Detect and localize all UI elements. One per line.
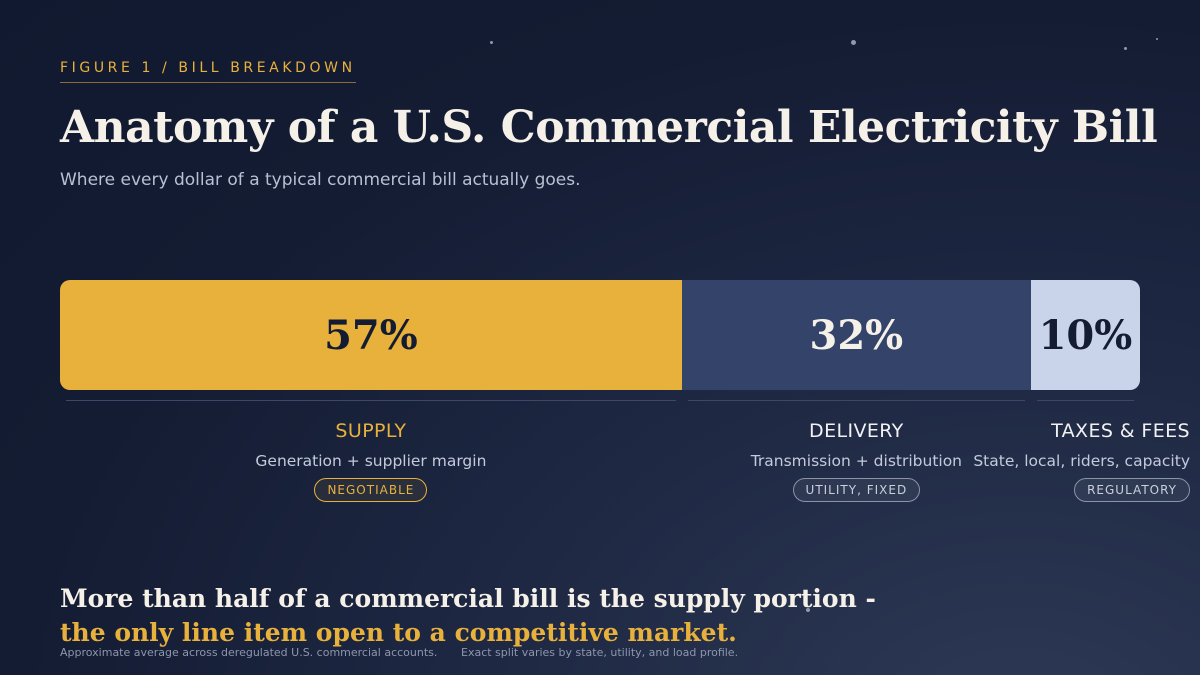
star-dot (806, 608, 810, 612)
category-supply: SUPPLY Generation + supplier margin NEGOTI… (221, 420, 521, 502)
category-description-taxes-fees: State, local, riders, capacity (973, 452, 1190, 470)
value-label-supply: 57% (324, 311, 418, 359)
category-name-supply: SUPPLY (335, 420, 407, 442)
star-dot (1124, 47, 1127, 50)
category-tag-supply: NEGOTIABLE (314, 478, 428, 502)
category-description-supply: Generation + supplier margin (255, 452, 487, 470)
value-label-delivery: 32% (809, 311, 904, 359)
chart-subtitle: Where every dollar of a typical commerci… (60, 170, 581, 190)
value-label-taxes-fees: 10% (1038, 311, 1133, 359)
bar-segment-taxes-fees: 10% (1030, 280, 1140, 390)
footnote-2: Exact split varies by state, utility, an… (461, 646, 739, 659)
segment-rule-delivery (687, 400, 1025, 401)
star-dot (490, 41, 493, 44)
category-tag-taxes-fees: REGULATORY (1074, 478, 1190, 502)
category-name-taxes-fees: TAXES & FEES (1051, 420, 1190, 442)
category-tag-delivery: UTILITY, FIXED (792, 478, 921, 502)
stacked-bar: 57% 32% 10% (60, 280, 1140, 390)
footnote-1: Approximate average across deregulated U… (60, 646, 438, 659)
category-delivery: DELIVERY Transmission + distribution UTILI… (706, 420, 1006, 502)
star-dot (851, 40, 856, 45)
figure-eyebrow: FIGURE 1 / BILL BREAKDOWN (60, 60, 356, 83)
conclusion: More than half of a commercial bill is t… (60, 582, 876, 650)
category-description-delivery: Transmission + distribution (750, 452, 963, 470)
conclusion-line-2: the only line item open to a competitive… (60, 618, 737, 647)
category-taxes-fees: TAXES & FEES State, local, riders, capaci… (898, 420, 1198, 502)
star-dot (1156, 38, 1158, 40)
conclusion-line-1: More than half of a commercial bill is t… (60, 584, 876, 613)
bar-segment-delivery: 32% (681, 280, 1031, 390)
category-name-delivery: DELIVERY (809, 420, 904, 442)
bar-segment-supply: 57% (60, 280, 682, 390)
chart-title: Anatomy of a U.S. Commercial Electricity… (60, 102, 1158, 153)
segment-rule-supply (66, 400, 676, 401)
segment-rule-taxes-fees (1036, 400, 1134, 401)
